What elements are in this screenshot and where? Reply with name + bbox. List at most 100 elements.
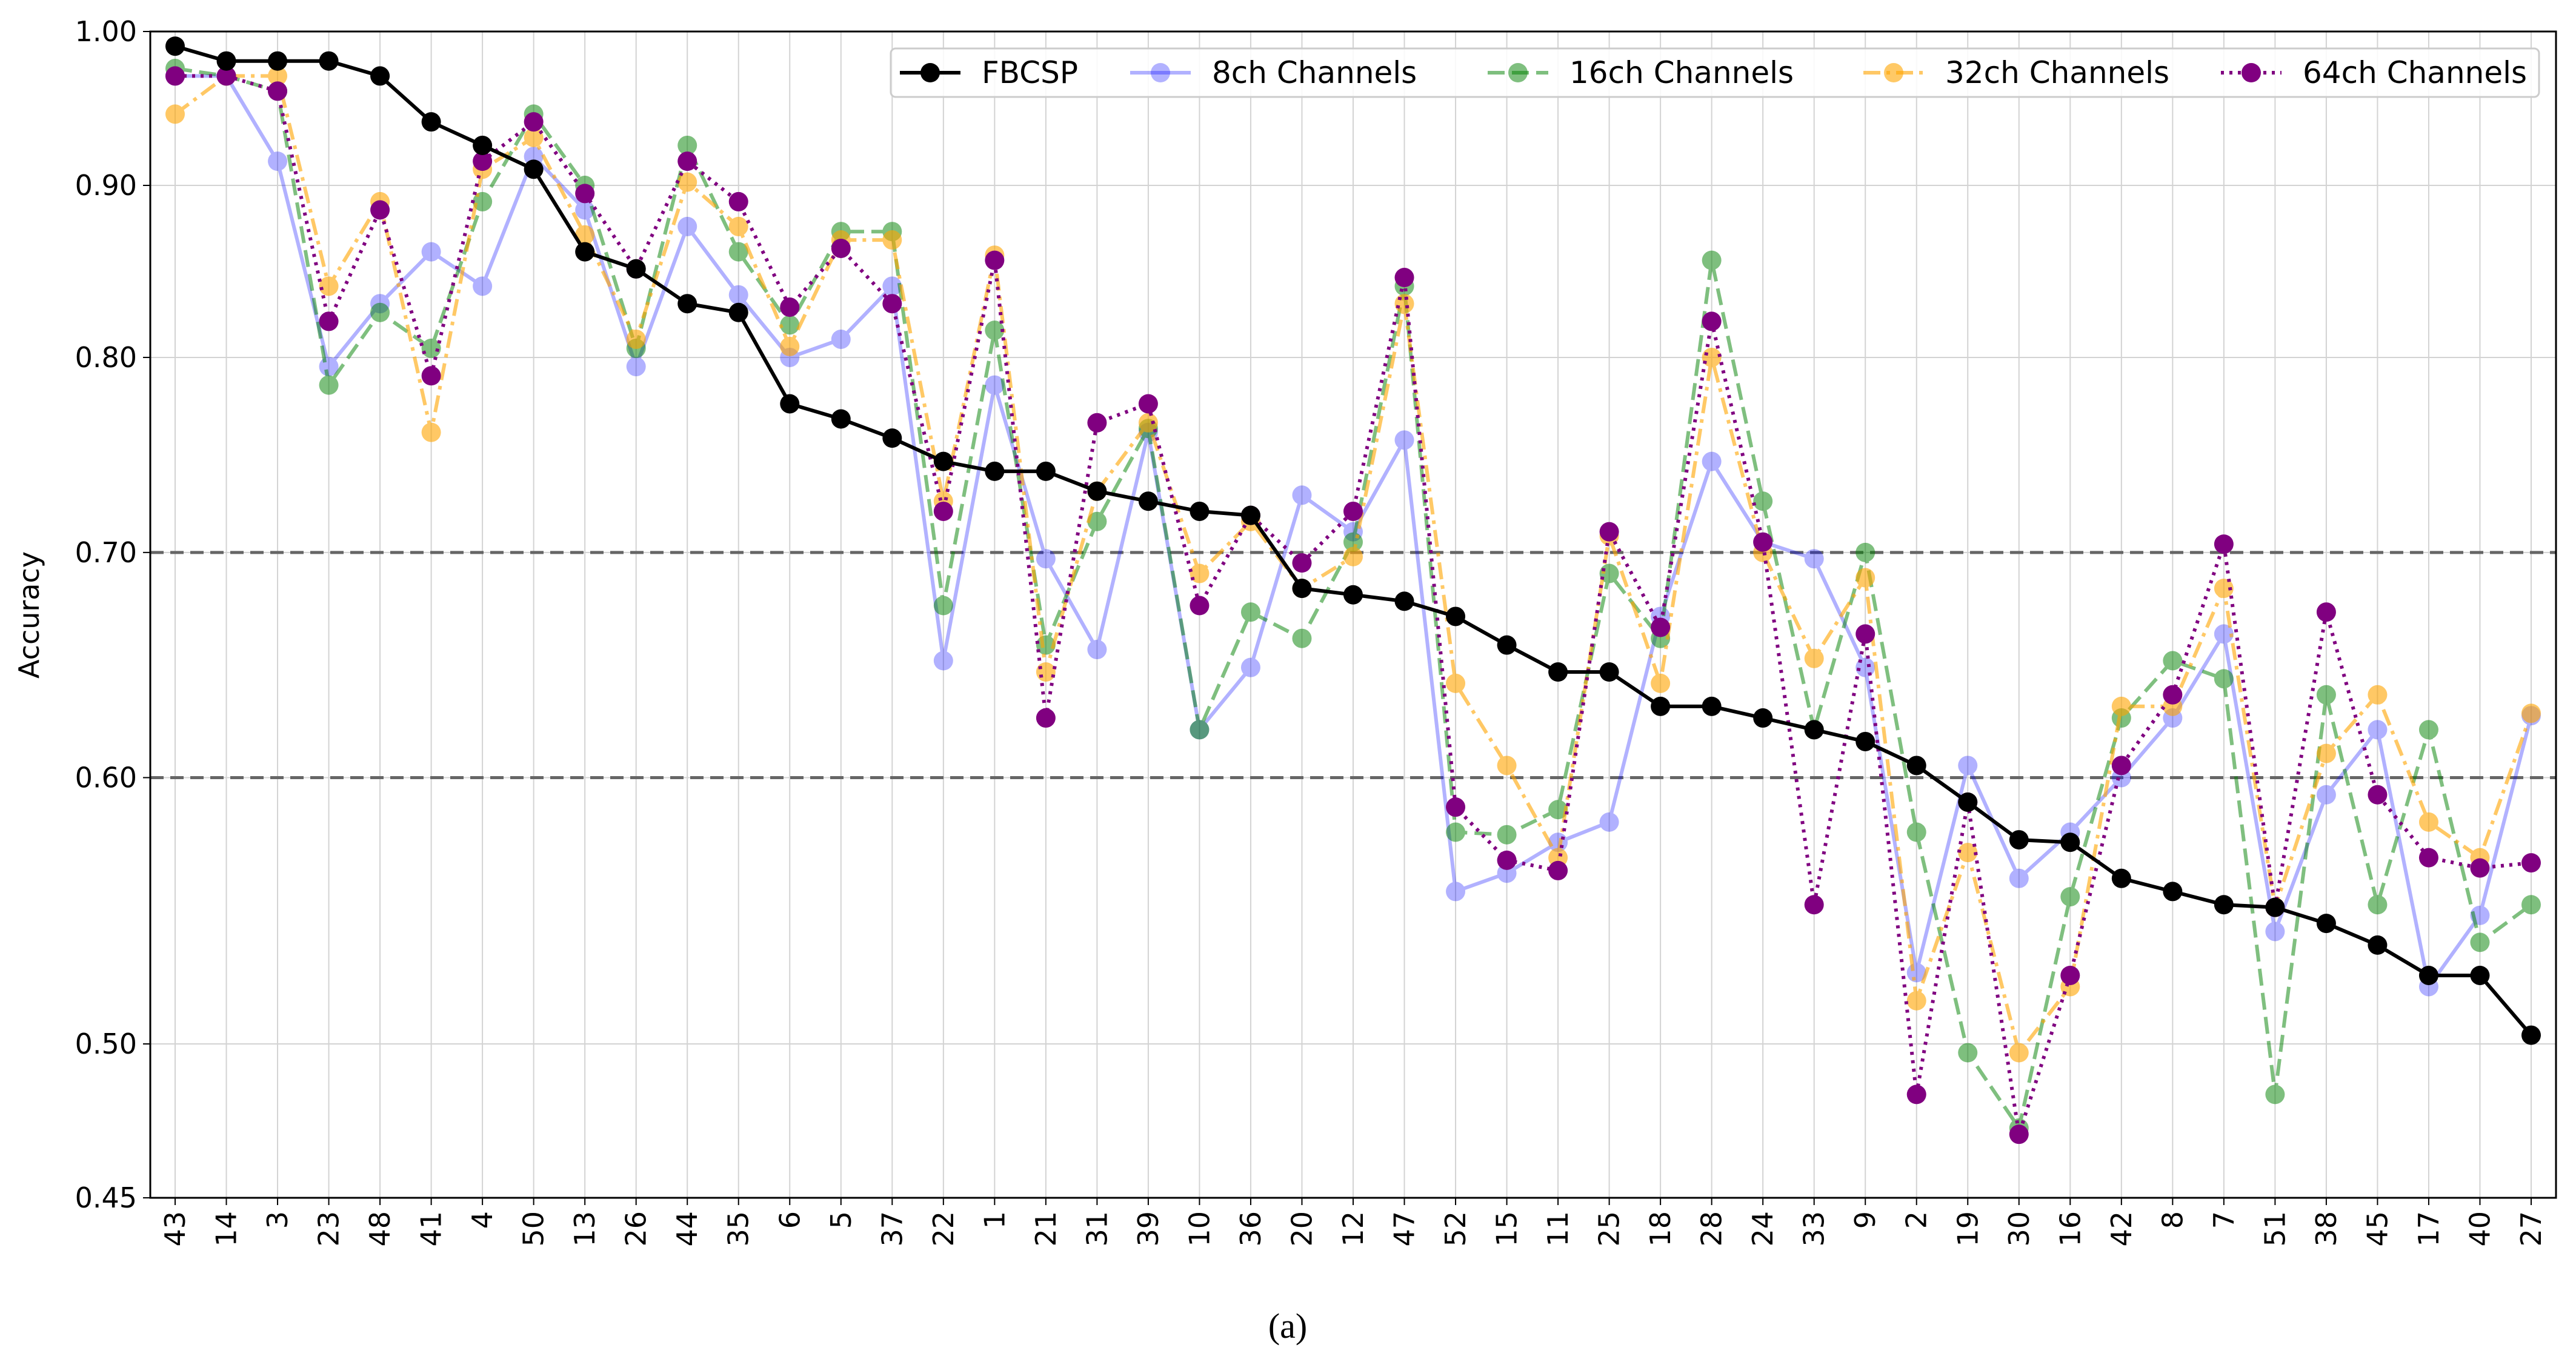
- data-point-8ch-channels: [2316, 785, 2336, 805]
- x-tick-label: 48: [364, 1211, 396, 1247]
- data-point-64ch-channels: [2163, 685, 2183, 705]
- data-point-64ch-channels: [2316, 602, 2336, 622]
- data-point-64ch-channels: [2418, 848, 2438, 868]
- x-axis: 43 14 3 23 48 41 4 50 13 26 44 35 6 5 37 22 1 21 31 39 10 36 2…: [159, 1198, 2548, 1247]
- legend-box: [890, 47, 2540, 98]
- series-line-8ch-channels: [175, 74, 2533, 989]
- data-point-64ch-channels: [780, 297, 800, 317]
- data-point-64ch-channels: [1497, 850, 1517, 870]
- data-point-32ch-channels: [1702, 347, 1722, 367]
- data-point-32ch-channels: [1138, 413, 1158, 433]
- x-tick-label: 8: [2156, 1211, 2189, 1229]
- data-point-fbcsp: [2214, 895, 2234, 915]
- data-point-64ch-channels: [1548, 860, 1568, 880]
- series-line-64ch-channels: [175, 74, 2532, 1137]
- data-point-64ch-channels: [728, 191, 748, 211]
- data-point-fbcsp: [1753, 708, 1773, 728]
- data-point-32ch-channels: [728, 216, 748, 236]
- data-point-16ch-channels: [1446, 822, 1466, 842]
- x-tick-label: 1: [978, 1211, 1011, 1229]
- data-point-64ch-channels: [985, 250, 1005, 270]
- data-point-8ch-channels: [473, 276, 493, 296]
- data-point-64ch-channels: [1599, 522, 1619, 542]
- data-point-64ch-channels: [2111, 756, 2131, 776]
- data-point-fbcsp: [421, 112, 441, 132]
- legend-swatch-marker: [920, 63, 940, 82]
- legend: FBCSP 8ch Channels 16ch Channels 32ch Chann…: [890, 47, 2540, 98]
- data-point-8ch-channels: [677, 216, 697, 236]
- y-tick-label: 0.50: [75, 1028, 137, 1060]
- data-point-fbcsp: [677, 294, 697, 314]
- data-point-8ch-channels: [1702, 451, 1722, 471]
- data-point-16ch-channels: [370, 302, 390, 322]
- data-point-8ch-channels: [2214, 624, 2234, 644]
- x-tick-label: 30: [2003, 1211, 2035, 1247]
- data-point-fbcsp: [1087, 481, 1107, 501]
- data-point-fbcsp: [524, 159, 544, 179]
- data-point-64ch-channels: [216, 66, 236, 86]
- data-point-fbcsp: [2418, 965, 2438, 985]
- data-point-16ch-channels: [421, 338, 441, 358]
- data-point-fbcsp: [2111, 868, 2131, 888]
- data-point-fbcsp: [1292, 579, 1312, 599]
- legend-item-8ch-channels: 8ch Channels: [1130, 55, 1417, 90]
- data-point-64ch-channels: [831, 238, 851, 258]
- data-point-8ch-channels: [933, 651, 953, 671]
- x-tick-label: 12: [1337, 1211, 1370, 1247]
- data-point-8ch-channels: [1394, 430, 1414, 450]
- data-point-8ch-channels: [268, 151, 288, 171]
- data-point-fbcsp: [1343, 585, 1363, 605]
- data-point-fbcsp: [2368, 935, 2388, 955]
- data-point-fbcsp: [319, 51, 339, 71]
- y-tick-label: 0.80: [75, 341, 137, 374]
- data-point-16ch-channels: [1497, 825, 1517, 845]
- data-point-8ch-channels: [882, 276, 902, 296]
- series-group: [165, 36, 2541, 1144]
- x-tick-label: 15: [1491, 1211, 1523, 1247]
- data-point-fbcsp: [1548, 662, 1568, 682]
- data-point-16ch-channels: [1190, 720, 1210, 740]
- legend-item-16ch-channels: 16ch Channels: [1488, 55, 1794, 90]
- data-point-fbcsp: [575, 242, 595, 262]
- data-point-64ch-channels: [1138, 394, 1158, 414]
- x-tick-label: 9: [1849, 1211, 1882, 1229]
- x-tick-label: 41: [415, 1211, 448, 1247]
- data-point-64ch-channels: [319, 311, 339, 331]
- data-point-16ch-channels: [677, 135, 697, 155]
- data-point-8ch-channels: [1240, 657, 1260, 677]
- data-point-16ch-channels: [1906, 822, 1926, 842]
- x-tick-label: 52: [1439, 1211, 1472, 1247]
- data-point-64ch-channels: [2009, 1124, 2029, 1144]
- data-point-16ch-channels: [933, 596, 953, 616]
- data-point-64ch-channels: [1702, 311, 1722, 331]
- data-point-fbcsp: [1599, 662, 1619, 682]
- data-point-64ch-channels: [421, 366, 441, 386]
- data-point-64ch-channels: [2470, 858, 2490, 878]
- y-tick-label: 0.70: [75, 536, 137, 569]
- data-point-32ch-channels: [780, 336, 800, 356]
- x-tick-label: 24: [1746, 1211, 1779, 1247]
- data-point-64ch-channels: [2521, 853, 2541, 873]
- x-tick-label: 40: [2463, 1211, 2496, 1247]
- data-point-8ch-channels: [1292, 485, 1312, 505]
- data-point-fbcsp: [728, 302, 748, 322]
- data-point-fbcsp: [1446, 606, 1466, 626]
- x-tick-label: 6: [773, 1211, 806, 1229]
- data-point-64ch-channels: [575, 184, 595, 204]
- data-point-8ch-channels: [575, 200, 595, 220]
- legend-label: 64ch Channels: [2303, 55, 2527, 90]
- data-point-8ch-channels: [421, 242, 441, 262]
- data-point-16ch-channels: [2316, 685, 2336, 705]
- data-point-64ch-channels: [473, 151, 493, 171]
- x-tick-label: 28: [1696, 1211, 1728, 1247]
- data-point-fbcsp: [985, 461, 1005, 481]
- data-point-32ch-channels: [524, 127, 544, 147]
- data-point-64ch-channels: [933, 501, 953, 521]
- data-point-32ch-channels: [575, 225, 595, 245]
- x-tick-label: 16: [2054, 1211, 2086, 1247]
- data-point-16ch-channels: [1958, 1043, 1978, 1063]
- y-tick-label: 0.45: [75, 1181, 137, 1214]
- figure-caption: (a): [1268, 1306, 1307, 1346]
- y-tick-label: 0.60: [75, 761, 137, 794]
- data-point-64ch-channels: [1036, 708, 1056, 728]
